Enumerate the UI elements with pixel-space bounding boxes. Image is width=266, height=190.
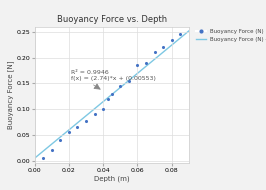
Point [127,79,131,82]
Point [93,113,97,116]
Point [67,131,71,134]
Point [135,64,140,67]
Point [41,157,45,160]
Title: Buoyancy Force vs. Depth: Buoyancy Force vs. Depth [57,15,167,25]
Point [144,61,148,64]
Legend: Buoyancy Force (N), Buoyancy Force (N) - fit: Buoyancy Force (N), Buoyancy Force (N) -… [193,27,266,44]
Point [178,33,182,36]
Point [152,51,157,54]
Point [106,97,110,100]
Point [161,46,165,49]
Y-axis label: Buoyancy Force [N]: Buoyancy Force [N] [7,61,14,129]
Point [58,139,63,142]
Point [49,149,54,152]
Point [170,38,174,41]
X-axis label: Depth (m): Depth (m) [94,175,130,182]
Text: R² = 0.9946
f(x) = (2.74)*x + (0.00553): R² = 0.9946 f(x) = (2.74)*x + (0.00553) [70,70,155,81]
Point [118,84,122,87]
Point [110,92,114,95]
Point [101,108,105,111]
Point [84,119,88,122]
Point [75,126,80,129]
